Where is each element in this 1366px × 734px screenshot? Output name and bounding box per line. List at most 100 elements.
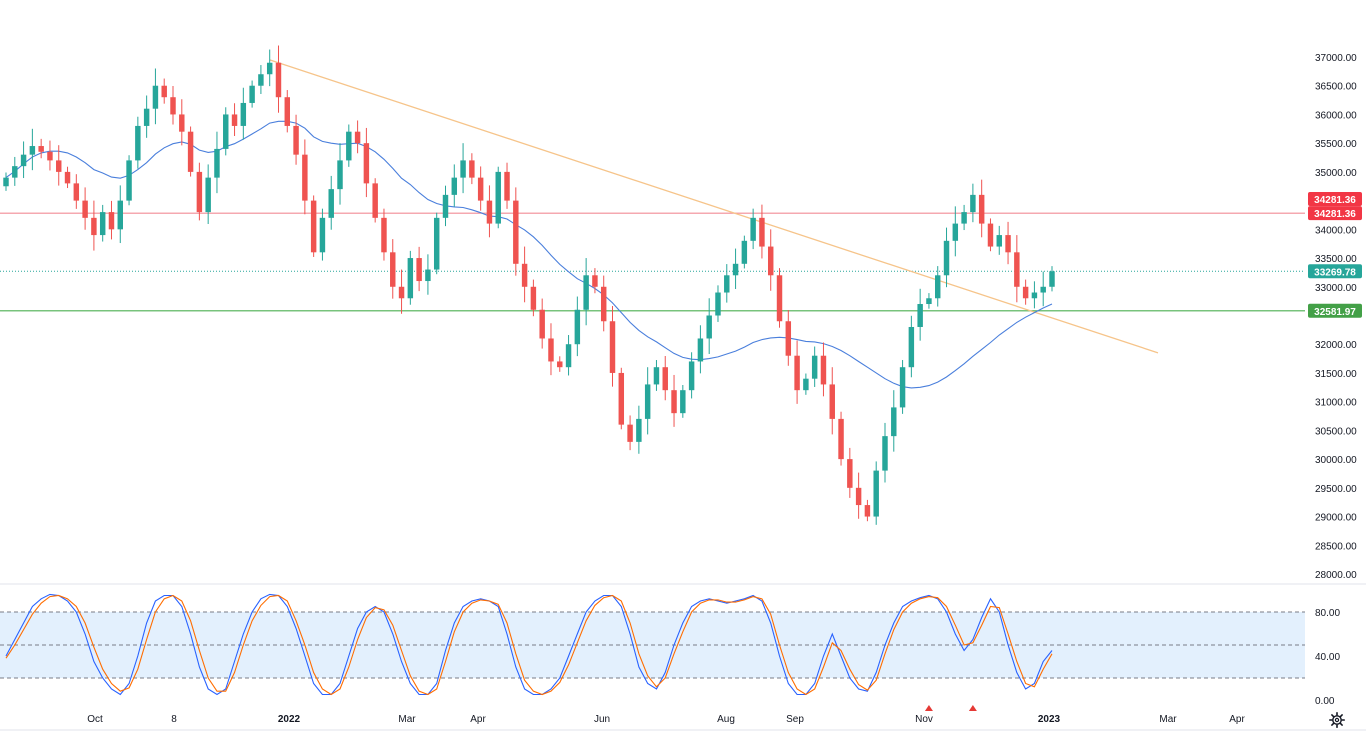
candle-body xyxy=(1014,252,1020,287)
price-tag-bg xyxy=(1308,264,1362,279)
candle-body xyxy=(688,361,695,391)
price-tick-label: 30500.00 xyxy=(1315,426,1357,437)
candle xyxy=(47,140,53,171)
candle xyxy=(328,175,334,230)
candle xyxy=(759,204,765,259)
candle-body xyxy=(407,258,414,299)
candle-body xyxy=(750,217,756,241)
candle-body xyxy=(152,85,159,109)
candle xyxy=(978,179,985,238)
candle-body xyxy=(644,384,651,419)
candle xyxy=(891,390,897,452)
candle-body xyxy=(653,367,660,385)
candle xyxy=(179,99,185,146)
candle xyxy=(398,269,405,314)
candle xyxy=(873,461,879,525)
candle xyxy=(697,325,704,374)
price-tag-bg xyxy=(1308,192,1362,206)
candle xyxy=(152,68,159,125)
price-tick-label: 31000.00 xyxy=(1315,398,1357,409)
candle xyxy=(91,200,97,251)
candle xyxy=(952,206,959,257)
candle-body xyxy=(548,338,554,362)
time-tick-label: Apr xyxy=(1229,714,1245,725)
candle-body xyxy=(442,194,449,218)
candle-body xyxy=(223,114,229,149)
candle-body xyxy=(266,62,273,75)
candle xyxy=(1005,221,1011,265)
triangle-up-icon xyxy=(924,705,933,711)
candle-body xyxy=(627,424,633,442)
candle-body xyxy=(108,212,115,230)
candle-body xyxy=(433,217,440,270)
stoch-tick-label: 40.00 xyxy=(1315,652,1340,663)
candle-body xyxy=(302,154,308,201)
candle-body xyxy=(381,217,387,253)
candle-body xyxy=(539,309,545,339)
candle xyxy=(961,204,967,231)
candle-body xyxy=(12,166,18,178)
candle xyxy=(513,187,519,276)
candle-body xyxy=(680,390,686,414)
stoch-d-line xyxy=(5,594,1053,696)
candle xyxy=(592,268,598,294)
time-tick-label: Nov xyxy=(915,714,933,725)
candle-body xyxy=(811,355,818,379)
chart-settings-button[interactable] xyxy=(1327,710,1347,730)
candle xyxy=(486,185,493,238)
candle xyxy=(56,145,62,186)
candle xyxy=(574,296,581,357)
candle xyxy=(776,268,783,328)
candle-body xyxy=(521,263,528,287)
candle xyxy=(284,90,291,133)
candle-body xyxy=(609,321,616,373)
candle-body xyxy=(917,304,923,327)
candle-body xyxy=(987,223,994,247)
candle-body xyxy=(829,384,835,419)
candle-body xyxy=(1005,235,1011,253)
candle xyxy=(205,164,211,224)
candle xyxy=(249,80,255,108)
candle-body xyxy=(952,223,959,241)
candle xyxy=(381,208,387,261)
candle-body xyxy=(179,114,185,132)
candle-body xyxy=(363,143,370,184)
candle xyxy=(161,78,167,104)
price-tick-label: 28500.00 xyxy=(1315,541,1357,552)
candle xyxy=(231,103,238,137)
time-tick-label: Aug xyxy=(717,714,735,725)
candle-body xyxy=(891,407,897,437)
candle-body xyxy=(803,378,809,391)
candle-body xyxy=(143,108,150,126)
candle-body xyxy=(741,240,748,264)
candle xyxy=(477,166,484,211)
candle-body xyxy=(196,171,203,213)
candle-body xyxy=(73,183,80,201)
price-tick-label: 28000.00 xyxy=(1315,570,1357,581)
candle xyxy=(803,373,809,395)
candle xyxy=(741,235,748,269)
candle xyxy=(143,95,150,138)
candle xyxy=(794,340,800,404)
candle-body xyxy=(820,355,827,385)
candle xyxy=(1031,281,1038,309)
candle-body xyxy=(1031,292,1038,299)
candle xyxy=(653,360,660,391)
candle xyxy=(390,239,396,299)
candle-body xyxy=(565,344,572,368)
candle xyxy=(346,124,352,167)
candle-body xyxy=(873,470,879,517)
candle xyxy=(240,87,247,140)
price-tick-label: 29500.00 xyxy=(1315,484,1357,495)
candle-body xyxy=(574,309,581,345)
candle-body xyxy=(706,315,712,339)
candle-body xyxy=(477,177,484,201)
candle xyxy=(750,208,756,250)
candle xyxy=(460,143,466,194)
price-tag-label: 34281.36 xyxy=(1314,195,1356,206)
candle-body xyxy=(460,160,466,178)
candle-body xyxy=(117,200,123,230)
candle-body xyxy=(205,177,211,213)
candle-body xyxy=(451,177,458,195)
